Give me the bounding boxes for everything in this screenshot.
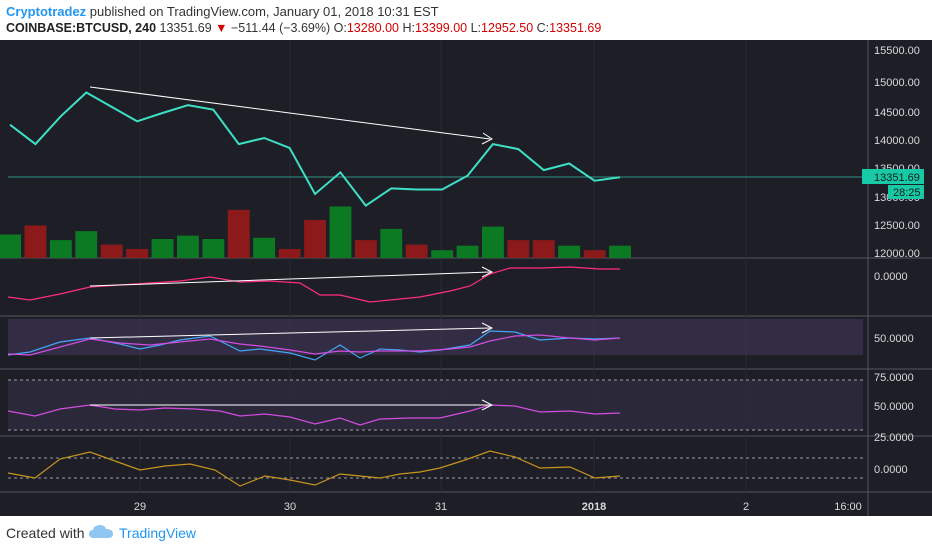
time-tick: 16:00 — [834, 501, 862, 513]
chart-background — [0, 40, 932, 516]
volume-bar — [304, 219, 326, 258]
last-price: 13351.69 — [159, 21, 212, 35]
price-trend-arrow — [89, 86, 491, 140]
volume-bar — [151, 239, 174, 258]
price-tick: 12000.00 — [874, 248, 920, 260]
stoch-d-line — [7, 334, 621, 356]
volume-bar — [177, 235, 199, 258]
volume-bar — [482, 226, 504, 258]
symbol-label[interactable]: COINBASE:BTCUSD, 240 — [6, 21, 157, 35]
rsi-line — [7, 404, 621, 426]
price-scale[interactable] — [868, 40, 932, 516]
volume-bar — [75, 231, 98, 258]
down-arrow-icon: ▼ — [215, 21, 228, 35]
divergence-arrows — [89, 86, 494, 411]
volume-bar — [609, 245, 631, 258]
volume-bar — [202, 239, 225, 258]
volume-bar — [24, 225, 47, 258]
last-price-badge-label: 13351.69 — [874, 172, 920, 184]
publish-line: Cryptotradez published on TradingView.co… — [6, 4, 439, 19]
volume-bar — [0, 234, 21, 258]
volume-bar — [456, 245, 479, 258]
close-value: 13351.69 — [549, 21, 602, 35]
low-value: 12952.50 — [481, 21, 534, 35]
chart-canvas[interactable]: 15500.00 15000.00 14500.00 14000.00 1350… — [0, 40, 932, 516]
volume-bar — [354, 240, 377, 258]
footer: Created with TradingView — [0, 516, 932, 550]
macd-trend-arrow — [89, 271, 491, 287]
low-label: L: — [470, 21, 482, 35]
arrow-head-icon — [481, 322, 494, 334]
price-tick: 14500.00 — [874, 107, 920, 119]
rsi-tick: 25.0000 — [874, 432, 914, 444]
symbol-line: COINBASE:BTCUSD, 240 13351.69 ▼ −511.44 … — [6, 21, 601, 35]
volume-bar — [583, 250, 606, 258]
volume-bar — [431, 250, 454, 258]
price-tick: 12500.00 — [874, 220, 920, 232]
price-line — [9, 91, 621, 207]
stoch-tick: 50.0000 — [874, 333, 914, 345]
stoch-trend-arrow — [89, 327, 491, 339]
volume-bar — [227, 209, 250, 258]
countdown-label: 28:25 — [893, 187, 921, 199]
arrow-head-icon — [481, 399, 494, 411]
volume-bar — [329, 206, 352, 258]
time-tick: 29 — [134, 501, 146, 513]
volume-bar — [49, 240, 72, 258]
volume-bar — [100, 244, 123, 258]
rsi-tick: 75.0000 — [874, 372, 914, 384]
last-price-badge — [862, 169, 924, 184]
close-label: C: — [536, 21, 550, 35]
published-text: published on TradingView.com, January 01… — [86, 4, 439, 19]
volume-bar — [532, 240, 555, 258]
time-tick: 30 — [284, 501, 296, 513]
macd-tick: 0.0000 — [874, 271, 908, 283]
volume-bar — [126, 249, 149, 258]
tradingview-link[interactable]: TradingView — [119, 525, 197, 541]
volume-bar — [380, 228, 403, 258]
open-value: 13280.00 — [346, 21, 399, 35]
time-tick: 2018 — [582, 501, 606, 513]
volume-bar — [278, 249, 301, 258]
cloud-icon[interactable] — [88, 524, 114, 540]
price-tick: 14000.00 — [874, 135, 920, 147]
arrow-head-icon — [481, 132, 493, 145]
momentum-line — [7, 450, 621, 487]
countdown-badge — [888, 185, 924, 199]
time-tick: 2 — [743, 501, 749, 513]
author-link[interactable]: Cryptotradez — [6, 4, 87, 19]
arrow-head-icon — [481, 266, 494, 278]
stoch-band — [8, 319, 863, 355]
chart-header: Cryptotradez published on TradingView.co… — [0, 0, 932, 40]
volume-bar — [253, 237, 276, 258]
rsi-tick: 50.0000 — [874, 401, 914, 413]
time-tick: 31 — [435, 501, 447, 513]
price-change: −511.44 (−3.69%) — [231, 21, 331, 35]
volume-bar — [558, 245, 581, 258]
price-tick: 15000.00 — [874, 77, 920, 89]
high-label: H: — [402, 21, 415, 35]
momentum-tick: 0.0000 — [874, 464, 908, 476]
open-label: O: — [333, 21, 347, 35]
volume-bar — [507, 240, 530, 258]
volume-bars — [0, 206, 631, 258]
price-tick: 15500.00 — [874, 45, 920, 57]
created-with-text: Created with — [6, 525, 85, 541]
high-value: 13399.00 — [414, 21, 468, 35]
volume-bar — [405, 244, 428, 258]
